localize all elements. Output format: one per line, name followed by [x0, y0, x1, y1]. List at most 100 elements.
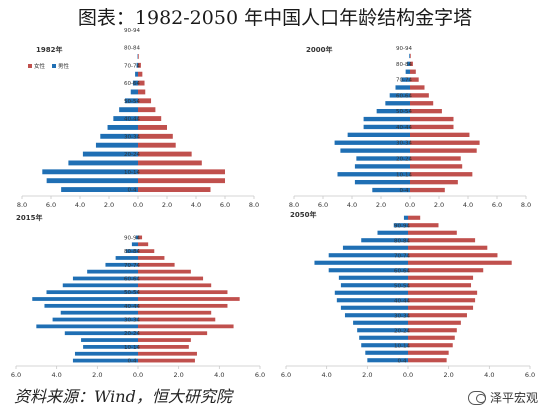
male-bar: [95, 142, 138, 148]
male-bar: [32, 297, 139, 301]
legend-swatch-male: [52, 64, 56, 68]
x-tick-label: 2.0: [104, 201, 114, 209]
legend-label-male: 男性: [58, 62, 70, 70]
female-bar: [408, 335, 455, 340]
female-bar: [138, 338, 191, 342]
x-tick-label: 2.0: [92, 371, 102, 379]
female-bar: [408, 253, 498, 258]
female-bar: [138, 303, 228, 308]
page-title: 图表：1982-2050 年中国人口年龄结构金字塔: [77, 7, 473, 29]
age-group-label: 40-44: [124, 117, 140, 123]
female-bar: [138, 124, 167, 130]
x-tick-label: 4.0: [75, 201, 85, 209]
male-bar: [334, 290, 408, 295]
female-bar: [408, 320, 461, 325]
age-group-label: 20-24: [124, 331, 140, 337]
male-bar: [347, 132, 410, 138]
brand-watermark: 泽平宏观: [467, 389, 538, 406]
x-tick-label: 6.0: [220, 201, 230, 209]
age-group-label: 0-4: [128, 188, 137, 194]
female-bar: [138, 178, 225, 184]
female-bar: [410, 179, 458, 185]
age-group-label: 50-54: [124, 99, 140, 105]
age-group-label: 80-84: [394, 238, 410, 244]
male-bar: [64, 331, 138, 336]
x-tick-label: 6.0: [281, 371, 291, 379]
female-bar: [410, 164, 463, 169]
female-bar: [410, 61, 413, 67]
male-bar: [87, 269, 138, 274]
age-group-label: 70-74: [394, 253, 410, 259]
male-bar: [36, 324, 139, 329]
male-bar: [337, 172, 410, 177]
female-bar: [408, 275, 474, 280]
age-group-label: 90-94: [124, 28, 140, 34]
x-tick-label: 4.0: [191, 201, 201, 209]
female-bar: [138, 262, 175, 267]
male-bar: [74, 351, 138, 356]
male-bar: [409, 53, 410, 59]
male-bar: [115, 256, 138, 260]
female-bar: [138, 345, 189, 349]
age-group-label: 90-94: [394, 223, 410, 229]
age-group-label: 0-4: [398, 358, 407, 364]
male-bar: [395, 85, 410, 90]
x-tick-label: 6.0: [46, 201, 56, 209]
x-tick-label: 2.0: [173, 371, 183, 379]
x-tick-label: 2.0: [362, 371, 372, 379]
age-group-label: 70-74: [396, 78, 412, 84]
female-bar: [138, 89, 146, 95]
female-bar: [408, 298, 476, 303]
male-bar: [340, 283, 408, 288]
male-bar: [356, 156, 410, 161]
age-group-label: 30-34: [124, 134, 140, 140]
chart-title: 2015年: [16, 213, 42, 222]
female-bar: [408, 358, 447, 363]
female-bar: [138, 358, 195, 363]
male-bar: [372, 187, 410, 193]
age-group-label: 80-84: [124, 46, 140, 52]
female-bar: [138, 169, 225, 175]
male-bar: [82, 151, 138, 157]
female-bar: [138, 142, 176, 148]
age-group-label: 30-34: [396, 141, 412, 147]
female-bar: [408, 305, 474, 310]
age-group-label: 50-54: [394, 283, 410, 289]
female-bar: [408, 268, 484, 273]
x-tick-label: 0.0: [403, 371, 413, 379]
age-group-label: 10-14: [124, 345, 140, 351]
female-bar: [410, 148, 477, 153]
chart-title: 2000年: [306, 45, 332, 54]
x-tick-label: 8.0: [289, 201, 299, 209]
male-bar: [61, 187, 138, 193]
male-bar: [407, 61, 410, 67]
male-bar: [72, 358, 138, 363]
x-tick-label: 6.0: [255, 371, 265, 379]
female-bar: [408, 230, 457, 235]
age-group-label: 70-74: [124, 63, 140, 69]
male-bar: [68, 160, 138, 166]
male-bar: [405, 69, 410, 74]
age-group-label: 60-64: [394, 268, 410, 274]
male-bar: [393, 223, 408, 228]
female-bar: [138, 53, 139, 59]
male-bar: [328, 268, 408, 273]
age-group-label: 40-44: [394, 298, 410, 304]
male-bar: [130, 89, 138, 95]
x-tick-label: 4.0: [463, 201, 473, 209]
female-bar: [408, 343, 453, 348]
x-tick-label: 0.0: [405, 201, 415, 209]
male-bar: [361, 343, 408, 348]
male-bar: [340, 148, 410, 153]
male-bar: [361, 238, 408, 243]
female-bar: [410, 132, 470, 138]
x-tick-label: 2.0: [376, 201, 386, 209]
female-bar: [138, 256, 165, 260]
age-group-label: 80-84: [124, 249, 140, 255]
male-bar: [359, 335, 408, 340]
pyramid-chart-2050: 0-4 10-14 20-24 30-34 40-44 50-54 60-64 70-74 80…: [276, 200, 544, 380]
male-bar: [105, 262, 138, 267]
x-tick-label: 4.0: [347, 201, 357, 209]
male-bar: [60, 310, 138, 315]
male-bar: [46, 178, 138, 184]
